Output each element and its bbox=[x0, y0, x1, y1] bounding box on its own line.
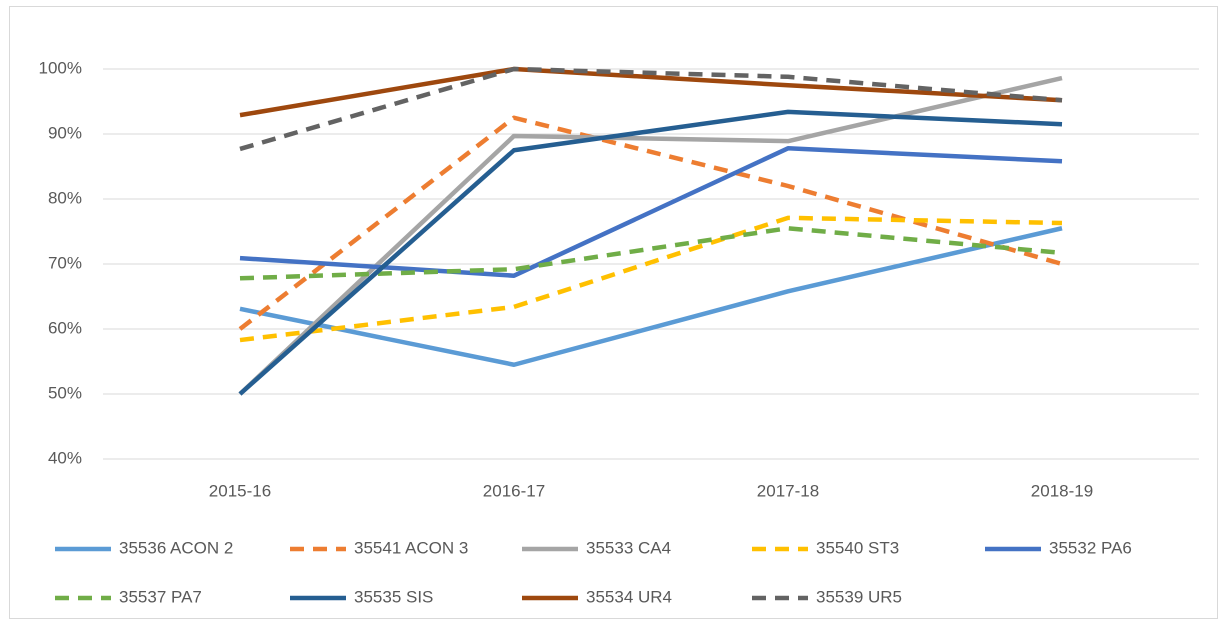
y-tick-label: 80% bbox=[48, 188, 82, 207]
y-tick-label: 90% bbox=[48, 123, 82, 142]
y-tick-label: 50% bbox=[48, 383, 82, 402]
legend-label: 35540 ST3 bbox=[816, 538, 899, 557]
y-tick-label: 70% bbox=[48, 253, 82, 272]
legend-label: 35537 PA7 bbox=[119, 587, 202, 606]
legend-label: 35533 CA4 bbox=[586, 538, 671, 557]
legend-label: 35539 UR5 bbox=[816, 587, 902, 606]
series-line bbox=[239, 215, 1063, 343]
chart-frame bbox=[9, 6, 1218, 619]
x-tick-label: 2017-18 bbox=[757, 481, 819, 500]
legend-label: 35532 PA6 bbox=[1049, 538, 1132, 557]
legend-label: 35536 ACON 2 bbox=[119, 538, 233, 557]
legend-label: 35534 UR4 bbox=[586, 587, 672, 606]
series-line bbox=[238, 115, 1063, 331]
series-line bbox=[238, 109, 1063, 396]
legend-label: 35541 ACON 3 bbox=[354, 538, 468, 557]
y-tick-label: 40% bbox=[48, 448, 82, 467]
x-tick-label: 2016-17 bbox=[483, 481, 545, 500]
series-line bbox=[239, 66, 1063, 152]
y-tick-label: 60% bbox=[48, 318, 82, 337]
legend-label: 35535 SIS bbox=[354, 587, 433, 606]
series-line bbox=[239, 146, 1063, 278]
x-tick-label: 2015-16 bbox=[209, 481, 271, 500]
series-line bbox=[239, 66, 1063, 118]
y-tick-label: 100% bbox=[39, 58, 82, 77]
x-tick-label: 2018-19 bbox=[1031, 481, 1093, 500]
series-line bbox=[239, 226, 1063, 367]
